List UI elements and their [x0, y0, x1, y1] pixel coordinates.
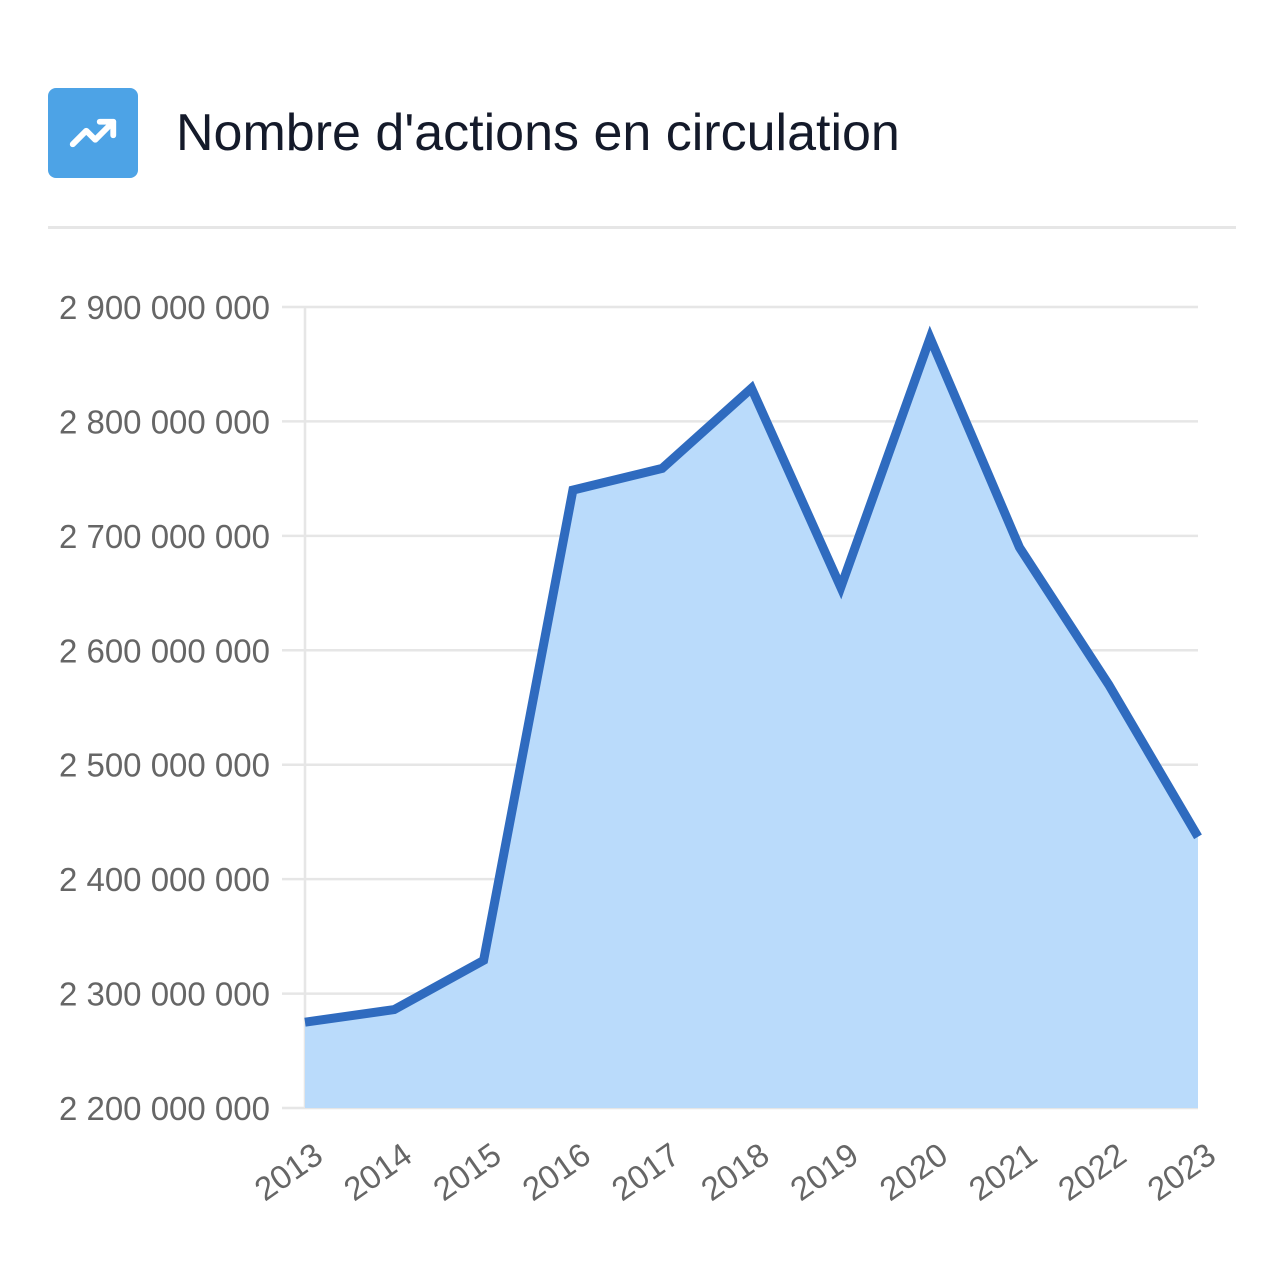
y-tick-label: 2 600 000 000	[59, 632, 270, 669]
x-tick-label: 2020	[873, 1135, 954, 1207]
x-tick-label: 2021	[962, 1135, 1043, 1207]
x-tick-label: 2023	[1141, 1135, 1222, 1207]
header-divider	[48, 226, 1236, 229]
y-tick-label: 2 300 000 000	[59, 976, 270, 1013]
data-point	[929, 337, 931, 339]
data-point	[1108, 684, 1110, 686]
data-point	[393, 1009, 395, 1011]
trending-up-icon	[48, 88, 138, 178]
x-tick-label: 2014	[337, 1135, 418, 1207]
data-point	[1018, 546, 1020, 548]
data-point	[572, 489, 574, 491]
y-tick-label: 2 900 000 000	[59, 289, 270, 326]
x-tick-label: 2015	[426, 1135, 507, 1207]
x-tick-label: 2013	[248, 1135, 329, 1207]
series-line	[304, 325, 1202, 1027]
y-tick-label: 2 800 000 000	[59, 403, 270, 440]
trending-up-icon-glyph	[69, 118, 117, 148]
series-area	[305, 337, 1198, 1108]
data-point	[661, 467, 663, 469]
y-tick-label: 2 400 000 000	[59, 861, 270, 898]
x-tick-label: 2019	[783, 1135, 864, 1207]
data-point	[751, 387, 753, 389]
data-point	[483, 959, 485, 961]
data-point	[1197, 836, 1199, 838]
y-tick-label: 2 200 000 000	[59, 1090, 270, 1127]
x-tick-label: 2018	[694, 1135, 775, 1207]
chart-title: Nombre d'actions en circulation	[176, 104, 900, 162]
data-point	[840, 586, 842, 588]
data-point	[304, 1021, 306, 1023]
y-tick-label: 2 700 000 000	[59, 518, 270, 555]
chart-header: Nombre d'actions en circulation	[48, 88, 900, 178]
y-tick-label: 2 500 000 000	[59, 747, 270, 784]
x-tick-label: 2022	[1051, 1135, 1132, 1207]
x-tick-label: 2017	[605, 1135, 686, 1207]
x-tick-label: 2016	[516, 1135, 597, 1207]
